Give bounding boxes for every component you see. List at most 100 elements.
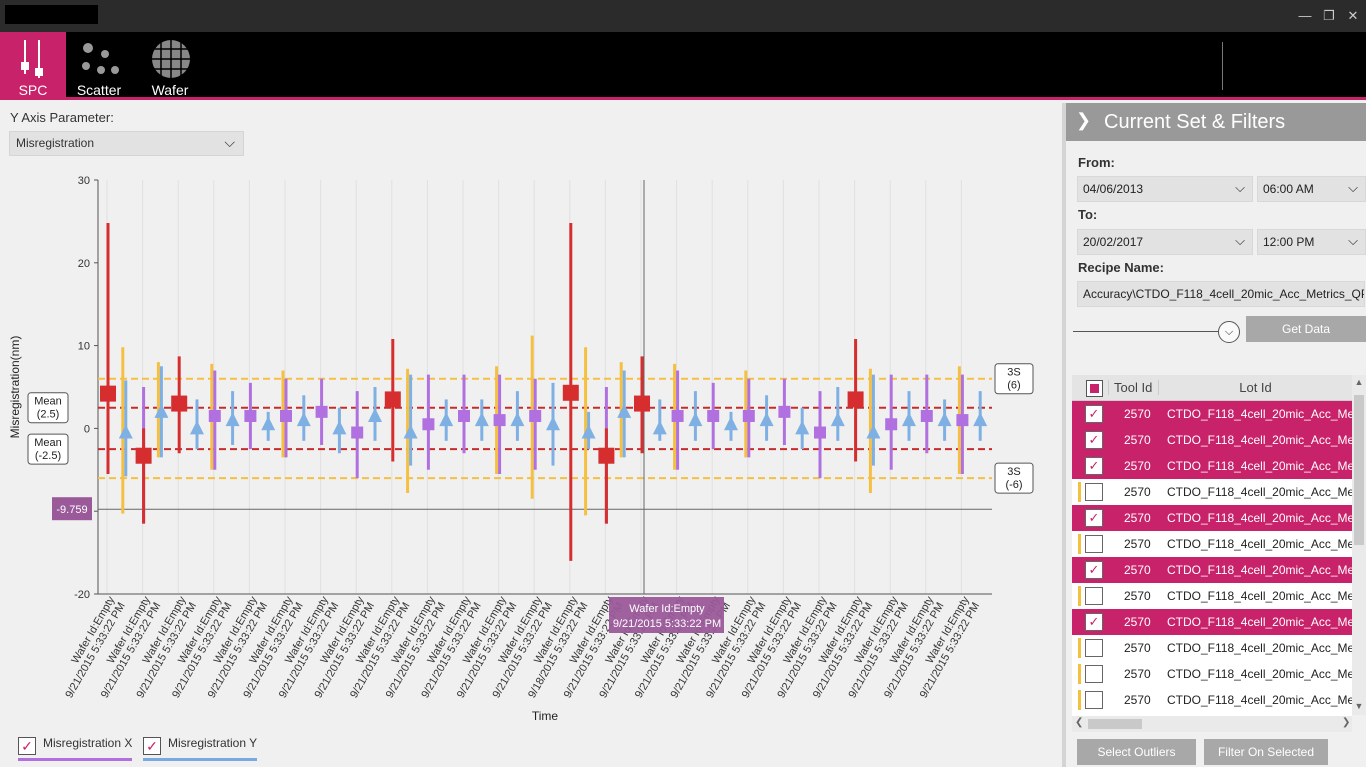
row-indicator [1078, 664, 1081, 684]
lot-id-cell: CTDO_F118_4cell_20mic_Acc_Metri [1167, 537, 1352, 551]
data-point-square [634, 395, 650, 412]
data-point-square [814, 426, 826, 439]
to-date-dropdown[interactable]: 20/02/2017 ⌵ [1077, 229, 1253, 255]
y-tick-label: 20 [78, 258, 90, 270]
row-checkbox[interactable] [1085, 639, 1103, 657]
legend-checkbox-y[interactable]: ✓ [143, 737, 161, 755]
to-time-value: 12:00 PM [1263, 235, 1315, 249]
grid-row[interactable]: ✓ 2570 CTDO_F118_4cell_20mic_Acc_Metri [1072, 401, 1352, 427]
grid-row[interactable]: 2570 CTDO_F118_4cell_20mic_Acc_Metri [1072, 583, 1352, 609]
expand-chevron-icon[interactable]: ⌵ [1218, 321, 1240, 343]
column-tool-id[interactable]: Tool Id [1108, 380, 1156, 395]
chevron-right-icon[interactable]: ❯ [1076, 110, 1092, 130]
row-checkbox[interactable] [1085, 483, 1103, 501]
y-axis-parameter-dropdown[interactable]: Misregistration ⌵ [9, 131, 244, 156]
scroll-left-icon[interactable]: ❮ [1075, 717, 1084, 728]
row-checkbox[interactable]: ✓ [1085, 509, 1103, 527]
grid-row[interactable]: 2570 CTDO_F118_4cell_20mic_Acc_Metri [1072, 531, 1352, 557]
spc-chart[interactable]: 3020100-10-20Misregistration(nm)TimeWafe… [0, 163, 1060, 733]
nav-spc[interactable]: SPC [0, 32, 66, 100]
panel-header[interactable]: ❯ Current Set & Filters [1066, 103, 1366, 141]
scroll-thumb[interactable] [1354, 395, 1364, 545]
data-point-square [351, 426, 364, 439]
row-indicator [1078, 638, 1081, 658]
data-point-square [847, 391, 864, 408]
y-axis-title: Misregistration(nm) [8, 336, 22, 439]
spc-icon [21, 40, 43, 78]
grid-row[interactable]: 2570 CTDO_F118_4cell_20mic_Acc_Metri [1072, 687, 1352, 713]
grid-row[interactable]: 2570 CTDO_F118_4cell_20mic_Acc_Metri [1072, 479, 1352, 505]
y-tick-label: -20 [74, 589, 90, 601]
nav-scatter-label: Scatter [76, 82, 122, 98]
from-date-dropdown[interactable]: 04/06/2013 ⌵ [1077, 176, 1253, 202]
to-time-dropdown[interactable]: 12:00 PM ⌵ [1257, 229, 1366, 255]
grid-row[interactable]: 2570 CTDO_F118_4cell_20mic_Acc_Metri [1072, 635, 1352, 661]
grid-row[interactable]: 2570 CTDO_F118_4cell_20mic_Acc_Metri [1072, 661, 1352, 687]
legend-misregistration-y[interactable]: ✓ Misregistration Y [143, 735, 257, 761]
data-point-triangle [830, 412, 845, 427]
lot-id-cell: CTDO_F118_4cell_20mic_Acc_Metri [1167, 511, 1352, 525]
grid-row[interactable]: ✓ 2570 CTDO_F118_4cell_20mic_Acc_Metri [1072, 609, 1352, 635]
grid-row[interactable]: ✓ 2570 CTDO_F118_4cell_20mic_Acc_Metri [1072, 427, 1352, 453]
legend-misregistration-x[interactable]: ✓ Misregistration X [18, 735, 132, 761]
row-checkbox[interactable] [1085, 587, 1103, 605]
data-point-triangle [546, 416, 560, 431]
row-checkbox[interactable] [1085, 535, 1103, 553]
grid-row[interactable]: ✓ 2570 CTDO_F118_4cell_20mic_Acc_Metri [1072, 505, 1352, 531]
chart-pane: Y Axis Parameter: Misregistration ⌵ 30 20… [0, 103, 1062, 767]
tool-id-cell: 2570 [1124, 407, 1151, 421]
minimize-button[interactable]: — [1298, 8, 1312, 23]
scroll-up-icon[interactable]: ▲ [1354, 377, 1364, 387]
tool-id-cell: 2570 [1124, 485, 1151, 499]
nav-scatter[interactable]: Scatter [66, 32, 132, 100]
legend-checkbox-x[interactable]: ✓ [18, 737, 36, 755]
data-point-triangle [225, 412, 240, 427]
row-indicator [1078, 690, 1081, 710]
lot-id-cell: CTDO_F118_4cell_20mic_Acc_Metri [1167, 485, 1352, 499]
data-point-triangle [296, 412, 311, 427]
row-checkbox[interactable]: ✓ [1085, 457, 1103, 475]
pane-splitter[interactable] [1062, 103, 1066, 767]
data-point-triangle [902, 412, 916, 427]
row-checkbox[interactable]: ✓ [1085, 561, 1103, 579]
grid-row[interactable]: ✓ 2570 CTDO_F118_4cell_20mic_Acc_Metri [1072, 557, 1352, 583]
lots-grid: Tool Id Lot Id ✓ 2570 CTDO_F118_4cell_20mi… [1072, 375, 1352, 727]
row-checkbox[interactable]: ✓ [1085, 431, 1103, 449]
filters-panel: ❯ Current Set & Filters From: 04/06/2013… [1066, 103, 1366, 767]
scatter-icon [82, 43, 119, 74]
row-checkbox[interactable] [1085, 665, 1103, 683]
control-line-label-box [994, 363, 1034, 395]
row-checkbox[interactable]: ✓ [1085, 405, 1103, 423]
legend-label-y: Misregistration Y [168, 736, 258, 750]
lot-id-cell: CTDO_F118_4cell_20mic_Acc_Metri [1167, 693, 1352, 707]
column-lot-id[interactable]: Lot Id [1158, 380, 1352, 395]
tool-id-cell: 2570 [1124, 563, 1151, 577]
recipe-name-field[interactable]: Accuracy\CTDO_F118_4cell_20mic_Acc_Metri… [1077, 281, 1365, 307]
row-checkbox[interactable] [1085, 691, 1103, 709]
maximize-button[interactable]: ❐ [1323, 8, 1335, 23]
h-scroll-thumb[interactable] [1088, 719, 1142, 729]
tool-id-cell: 2570 [1124, 693, 1151, 707]
y-tick-label: 10 [78, 341, 90, 353]
close-button[interactable]: ✕ [1347, 8, 1359, 23]
select-all-checkbox[interactable] [1086, 380, 1103, 397]
scroll-right-icon[interactable]: ❯ [1342, 717, 1351, 728]
scroll-down-icon[interactable]: ▼ [1354, 701, 1364, 711]
control-line-label-box [994, 462, 1034, 494]
data-point-square [244, 409, 257, 422]
filter-on-selected-button[interactable]: Filter On Selected [1204, 739, 1328, 765]
get-data-button[interactable]: Get Data [1246, 316, 1366, 342]
from-time-dropdown[interactable]: 06:00 AM ⌵ [1257, 176, 1366, 202]
nav-wafer[interactable]: Wafer [137, 32, 203, 100]
select-outliers-button[interactable]: Select Outliers [1077, 739, 1196, 765]
wafer-icon [152, 40, 190, 78]
tool-id-cell: 2570 [1124, 641, 1151, 655]
row-checkbox[interactable]: ✓ [1085, 613, 1103, 631]
data-point-triangle [581, 424, 596, 439]
legend-swatch-y [143, 758, 257, 761]
grid-horizontal-scrollbar[interactable]: ❮ ❯ [1072, 716, 1352, 732]
grid-row[interactable]: ✓ 2570 CTDO_F118_4cell_20mic_Acc_Metri [1072, 453, 1352, 479]
grid-vertical-scrollbar[interactable]: ▲ ▼ [1352, 375, 1366, 715]
grid-header: Tool Id Lot Id [1072, 375, 1352, 401]
y-tick-label: 30 [78, 175, 90, 187]
